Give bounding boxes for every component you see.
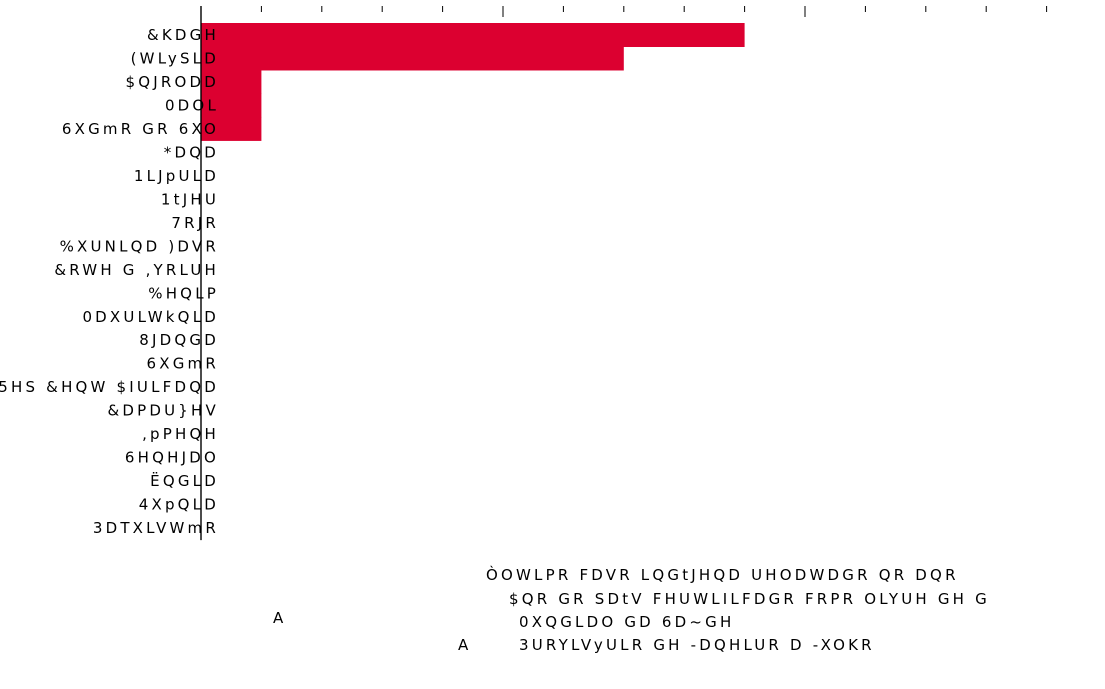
- bar-2: [201, 69, 262, 94]
- category-label: 1tJHU: [161, 190, 219, 208]
- bar-3: [201, 93, 262, 118]
- category-label: 6HQHJDO: [125, 449, 219, 467]
- category-label: 4XpQLD: [139, 496, 219, 514]
- category-label: %HQLP: [148, 284, 219, 302]
- bar-0: [201, 23, 745, 47]
- footnote-marker: A: [458, 636, 469, 654]
- category-label: ,pPHQH: [142, 425, 219, 443]
- category-label: 7RJR: [171, 214, 219, 232]
- category-label: 0DXULWkQLD: [82, 308, 219, 326]
- footnote-line-3: 0XQGLDO GD 6D~GH: [519, 613, 735, 631]
- category-label: ËQGLD: [150, 471, 219, 490]
- india-footnote-marker: A: [273, 609, 284, 627]
- category-label: %XUNLQD )DVR: [60, 237, 219, 255]
- category-label: 0DOL: [165, 96, 219, 114]
- category-label: *DQD: [164, 143, 219, 161]
- category-label: 1LJpULD: [134, 167, 219, 185]
- footnote-line-1: ÒOWLPR FDVR LQGtJHQD UHODWDGR QR DQR: [486, 566, 959, 584]
- footnote-line-4: 3URYLVyULR GH -DQHLUR D -XOKR: [519, 636, 875, 654]
- category-label: 8JDQGD: [139, 331, 219, 349]
- category-label: 6XGmR: [147, 355, 219, 373]
- category-label: &RWH G ,YRLUH: [54, 261, 219, 279]
- category-label: &KDGH: [147, 26, 219, 44]
- category-label: $QJRODD: [125, 73, 219, 91]
- category-label: 5HS &HQW $IULFDQD: [0, 378, 219, 396]
- footnote-line-2: $QR GR SDtV FHUWLILFDGR FRPR OLYUH GH G: [509, 590, 990, 608]
- category-label: 3DTXLVWmR: [93, 519, 219, 537]
- category-label: 6XGmR GR 6XO: [62, 120, 219, 138]
- x-axis-ticks: [200, 6, 1048, 17]
- bar-1: [201, 46, 624, 71]
- category-label: &DPDU}HV: [107, 402, 219, 420]
- bar-4: [201, 116, 262, 141]
- bars-layer: [201, 23, 745, 141]
- category-labels: &KDGH (WLySLD $QJRODD 0DOL 6XGmR GR 6XO *DQD 1…: [0, 26, 219, 537]
- category-label: (WLySLD: [131, 49, 219, 67]
